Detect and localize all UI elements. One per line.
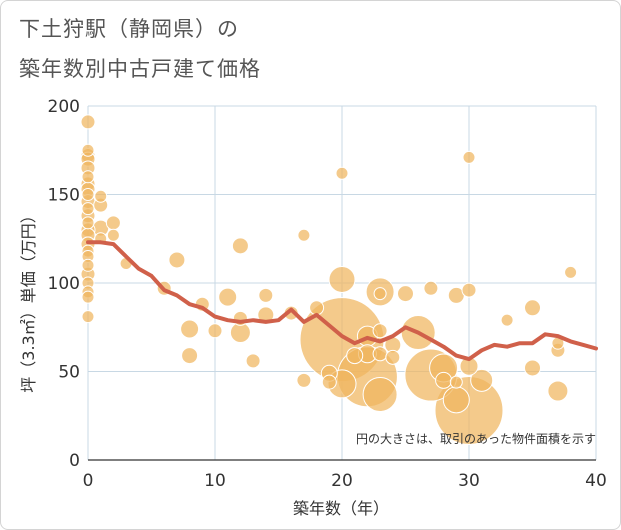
- bubble-point: [245, 353, 261, 369]
- x-tick-label: 40: [585, 471, 607, 491]
- bubble-point: [321, 374, 337, 390]
- bubble-point: [81, 188, 95, 201]
- bubble-point: [81, 202, 95, 216]
- y-tick-label: 50: [58, 363, 80, 383]
- bubble-point: [435, 371, 453, 389]
- bubble-point: [180, 319, 200, 339]
- bubble-point: [461, 282, 477, 298]
- bubble-point: [372, 346, 388, 362]
- bubble-point: [207, 323, 223, 339]
- bubble-point: [385, 349, 401, 365]
- bubble-point: [397, 285, 414, 303]
- bubble-point: [442, 386, 470, 414]
- bubble-point: [81, 290, 95, 304]
- bubble-point: [81, 170, 95, 184]
- x-tick-labels: 0 10 20 30 40: [83, 471, 607, 491]
- bubble-point: [524, 359, 541, 377]
- bubble-point: [81, 258, 95, 272]
- bubble-point: [231, 237, 249, 255]
- x-tick-label: 10: [204, 471, 226, 491]
- bubble-point: [346, 347, 364, 365]
- bubble-point: [547, 380, 569, 402]
- bubble-point: [218, 287, 238, 307]
- bubble-point: [449, 375, 463, 389]
- bubble-point: [423, 280, 439, 296]
- bubble-point: [94, 189, 108, 203]
- bubble-point: [328, 265, 356, 293]
- bubble-point: [258, 287, 274, 303]
- x-tick-label: 30: [458, 471, 480, 491]
- bubble-point: [168, 251, 186, 269]
- bubble-point: [372, 323, 388, 339]
- average-line-series: [86, 240, 598, 362]
- bubble-point: [362, 377, 398, 413]
- x-tick-label: 0: [83, 471, 94, 491]
- bubble-point: [500, 313, 514, 327]
- bubble-point: [81, 216, 95, 230]
- chart-title-line1: 下土狩駅（静岡県）の: [19, 17, 239, 41]
- bubble-point: [81, 143, 95, 157]
- average-price-line: [86, 240, 598, 362]
- x-axis-label: 築年数（年）: [293, 499, 389, 518]
- bubble-point: [105, 215, 121, 231]
- bubble-point: [470, 368, 494, 392]
- bubble-point: [335, 166, 349, 180]
- bubble-point: [181, 347, 199, 365]
- chart-title-line2: 築年数別中古戸建て価格: [19, 57, 261, 81]
- y-tick-label: 100: [48, 274, 80, 294]
- bubble-point: [80, 114, 96, 130]
- y-axis-label: 坪（3.3㎡）単価（万円）: [19, 207, 38, 392]
- bubble-point: [309, 300, 325, 316]
- bubble-point: [564, 265, 578, 279]
- bubble-point: [296, 372, 312, 388]
- x-tick-label: 20: [331, 471, 353, 491]
- y-tick-label: 0: [69, 451, 80, 471]
- bubble-point: [524, 299, 541, 317]
- y-tick-labels: 0 50 100 150 200: [48, 97, 80, 471]
- bubble-point: [462, 150, 476, 164]
- bubble-point: [81, 310, 95, 324]
- bubble-point: [373, 287, 387, 301]
- y-tick-label: 150: [48, 186, 80, 206]
- bubble-point: [297, 228, 311, 242]
- bubble-point: [106, 228, 120, 242]
- size-note: 円の大きさは、取引のあった物件面積を示す: [356, 431, 596, 446]
- y-tick-label: 200: [48, 97, 80, 117]
